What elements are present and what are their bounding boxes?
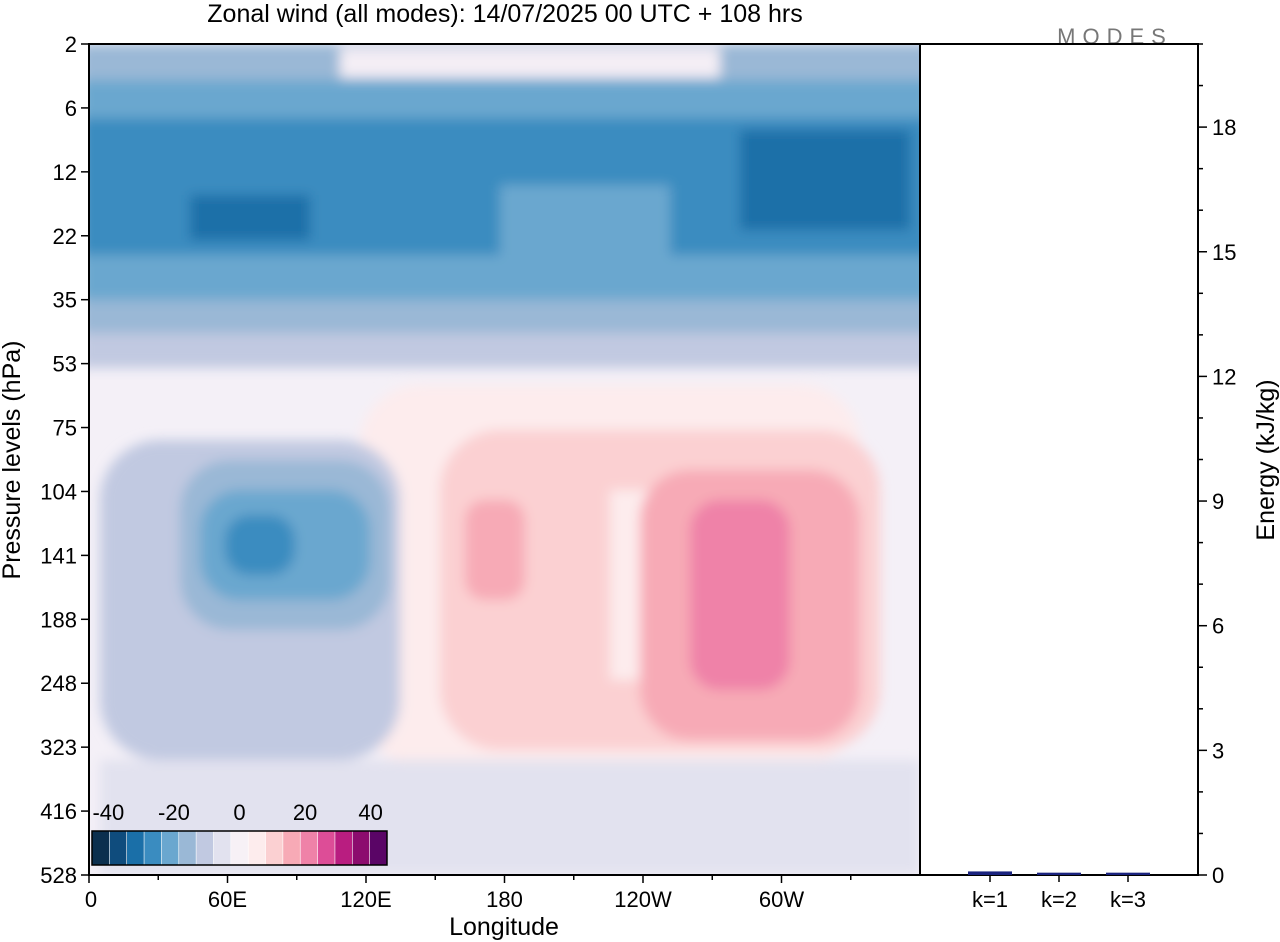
y-tick-label: 53 (53, 352, 77, 377)
energy-y-tick-label: 15 (1212, 240, 1236, 265)
x-tick-label: 120W (614, 887, 672, 912)
colorbar-cell (351, 830, 371, 866)
y-tick-label: 528 (40, 863, 77, 888)
energy-panel: 0 3 6 9 12 15 18 k=1 k=2 k=3 Energy (kJ/… (919, 43, 1280, 912)
x-tick-label: 180 (486, 887, 523, 912)
colorbar-cell (299, 830, 319, 866)
energy-panel-frame (919, 43, 1199, 876)
energy-bar (1106, 872, 1150, 875)
colorbar-cell (143, 830, 163, 866)
energy-y-tick-label: 12 (1212, 364, 1236, 389)
energy-category-label: k=3 (1110, 887, 1146, 912)
y-tick-label: 12 (53, 160, 77, 185)
energy-bar (1037, 872, 1081, 875)
x-tick-label: 120E (340, 887, 391, 912)
heatmap-field (89, 44, 920, 875)
y-tick-label: 22 (53, 224, 77, 249)
y-tick-label: 104 (40, 479, 77, 504)
y-axis-label: Pressure levels (hPa) (0, 341, 26, 580)
colorbar-cell (126, 830, 145, 866)
y-tick-label: 35 (53, 288, 77, 313)
y-tick-label: 416 (40, 799, 77, 824)
energy-y-tick-label: 6 (1212, 614, 1224, 639)
x-tick-label: 60W (759, 887, 804, 912)
chart-title: Zonal wind (all modes): 14/07/2025 00 UT… (207, 0, 802, 28)
x-tick-label: 60E (208, 887, 247, 912)
colorbar-tick-label: 40 (358, 800, 382, 825)
colorbar-cell (334, 830, 354, 866)
y-tick-label: 6 (65, 96, 77, 121)
colorbar-cell (282, 830, 302, 866)
colorbar-cell (247, 830, 267, 866)
colorbar-cell (230, 830, 249, 866)
colorbar-cell (161, 830, 180, 866)
y-tick-label: 188 (40, 607, 77, 632)
colorbar-tick-label: -40 (92, 800, 124, 825)
energy-y-tick-label: 3 (1212, 738, 1224, 763)
energy-category-label: k=1 (972, 887, 1008, 912)
colorbar-cell (213, 830, 232, 866)
energy-category-label: k=2 (1041, 887, 1077, 912)
colorbar-cell (317, 830, 336, 866)
colorbar-cell (91, 830, 111, 866)
colorbar-cell (369, 830, 388, 866)
colorbar-cell (195, 830, 215, 866)
colorbar-frame (91, 830, 388, 866)
y-tick-label: 141 (40, 543, 77, 568)
energy-y-tick-label: 18 (1212, 115, 1236, 140)
colorbar-tick-label: -20 (158, 800, 190, 825)
x-axis-label: Longitude (449, 913, 559, 941)
colorbar-tick-label: 20 (293, 800, 317, 825)
heatmap-axes: 2 6 12 22 35 53 75 104 141 188 248 323 4… (0, 32, 852, 941)
energy-bar (968, 871, 1012, 875)
energy-axis-label: Energy (kJ/kg) (1252, 379, 1280, 540)
y-tick-label: 248 (40, 671, 77, 696)
y-tick-label: 75 (53, 416, 77, 441)
colorbar-cell (265, 830, 284, 866)
colorbar: -40 -20 0 20 40 (91, 800, 388, 866)
y-tick-label: 2 (65, 32, 77, 57)
colorbar-cell (109, 830, 128, 866)
colorbar-tick-label: 0 (233, 800, 245, 825)
colorbar-cell (178, 830, 197, 866)
y-tick-label: 323 (40, 735, 77, 760)
energy-y-tick-label: 0 (1212, 863, 1224, 888)
x-tick-label: 0 (85, 887, 97, 912)
energy-y-tick-label: 9 (1212, 489, 1224, 514)
